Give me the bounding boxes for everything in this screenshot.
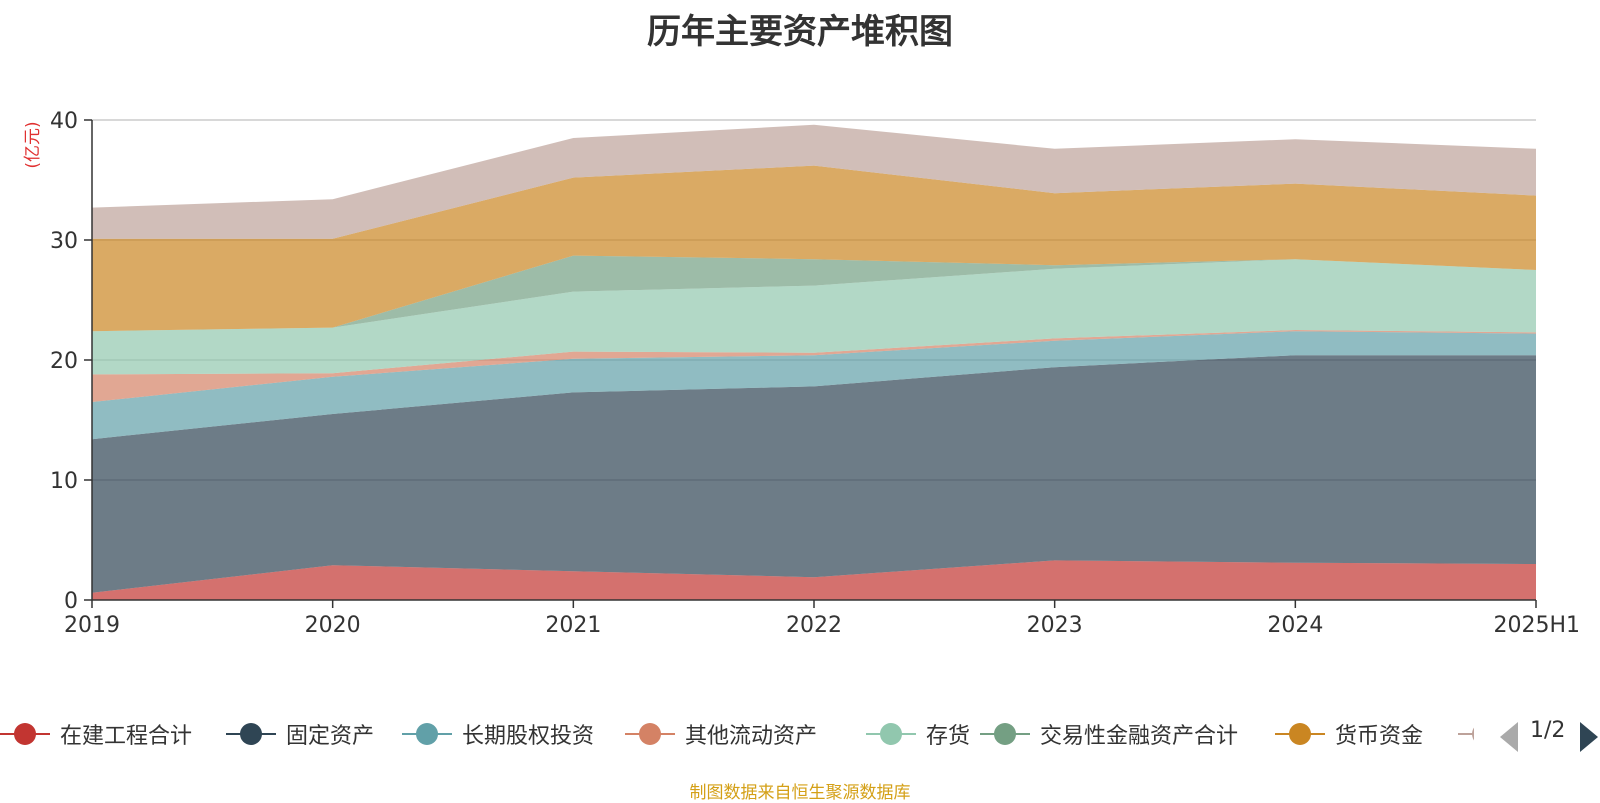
chart-title: 历年主要资产堆积图	[647, 12, 953, 52]
x-tick-label: 2021	[545, 613, 601, 638]
legend-item-6[interactable]: 货币资金	[1275, 714, 1423, 754]
area-series-4[interactable]	[92, 259, 1536, 375]
legend-label: 在建工程合计	[60, 724, 193, 749]
legend-items: 在建工程合计 固定资产 长期股权投资 其他流动资产 存货 交易性金融资产合计 货币资金 其他	[0, 714, 1474, 754]
y-tick-label: 10	[50, 469, 78, 494]
area-series-7[interactable]	[92, 124, 1536, 239]
data-source-note: 制图数据来自恒生聚源数据库	[689, 783, 911, 803]
legend-next-page-button[interactable]	[1580, 722, 1598, 752]
legend-marker-icon	[980, 714, 1030, 754]
x-tick-label: 2019	[64, 613, 120, 638]
legend-item-0[interactable]: 在建工程合计	[0, 714, 192, 754]
legend-marker-icon	[1458, 714, 1474, 754]
legend-marker-icon	[866, 714, 916, 754]
legend-marker-icon	[625, 714, 675, 754]
legend-marker-icon	[1275, 714, 1325, 754]
legend-item-3[interactable]: 其他流动资产	[625, 714, 817, 754]
legend-item-4[interactable]: 存货	[866, 714, 970, 754]
x-tick-label: 2020	[305, 613, 361, 638]
x-tick-label: 2025H1	[1493, 613, 1580, 638]
axes: 0 10 20 30 40 2019 2020 2021 2022 2023 2024 2025H1	[50, 109, 1580, 638]
y-tick-label: 20	[50, 349, 78, 374]
area-series	[92, 124, 1536, 600]
legend-label: 长期股权投资	[462, 724, 595, 749]
legend: 在建工程合计固定资产长期股权投资其他流动资产存货交易性金融资产合计货币资金其他 …	[0, 714, 1600, 754]
legend-marker-icon	[226, 714, 276, 754]
x-tick-label: 2023	[1027, 613, 1083, 638]
y-tick-label: 40	[50, 109, 78, 134]
legend-marker-icon	[402, 714, 452, 754]
legend-label: 交易性金融资产合计	[1040, 724, 1239, 749]
legend-page-indicator: 1/2	[1530, 718, 1566, 743]
legend-label: 货币资金	[1335, 724, 1424, 749]
area-series-2[interactable]	[92, 331, 1536, 440]
area-series-1[interactable]	[92, 355, 1536, 593]
x-tick-label: 2022	[786, 613, 842, 638]
area-series-5[interactable]	[92, 255, 1536, 332]
legend-item-1[interactable]: 固定资产	[226, 714, 374, 754]
legend-label: 固定资产	[286, 724, 375, 749]
area-series-0[interactable]	[92, 560, 1536, 600]
legend-item-2[interactable]: 长期股权投资	[402, 714, 594, 754]
x-tick-label: 2024	[1267, 613, 1323, 638]
legend-item-5[interactable]: 交易性金融资产合计	[980, 714, 1238, 754]
legend-prev-page-button[interactable]	[1500, 722, 1518, 752]
y-tick-label: 30	[50, 229, 78, 254]
area-series-6[interactable]	[92, 165, 1536, 332]
legend-item-7[interactable]: 其他	[1458, 714, 1474, 754]
legend-marker-icon	[0, 714, 50, 754]
y-tick-label: 0	[64, 589, 78, 614]
y-axis-label: (亿元)	[23, 121, 43, 168]
legend-label: 存货	[926, 724, 971, 749]
legend-label: 其他流动资产	[685, 724, 818, 749]
